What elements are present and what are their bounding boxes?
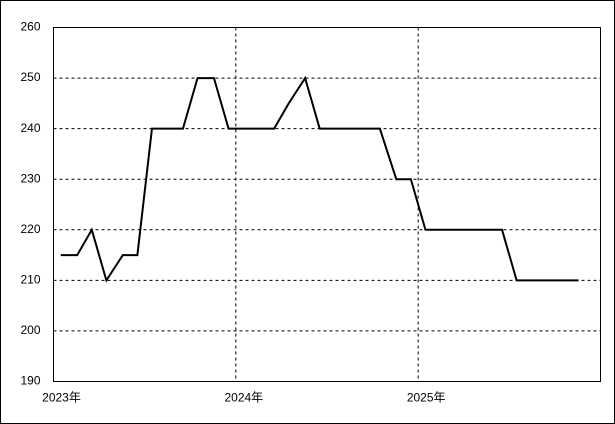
y-tick-label: 210 <box>20 273 40 287</box>
y-tick-label: 260 <box>20 20 40 34</box>
y-tick-label: 200 <box>20 323 40 337</box>
x-tick-label: 2024年 <box>224 391 263 405</box>
y-tick-label: 230 <box>20 171 40 185</box>
x-tick-label: 2023年 <box>42 391 81 405</box>
y-tick-label: 220 <box>20 222 40 236</box>
x-tick-label: 2025年 <box>407 391 446 405</box>
y-tick-label: 190 <box>20 374 40 388</box>
y-tick-label: 250 <box>20 70 40 84</box>
line-series <box>60 75 579 283</box>
y-tick-label: 240 <box>20 121 40 135</box>
